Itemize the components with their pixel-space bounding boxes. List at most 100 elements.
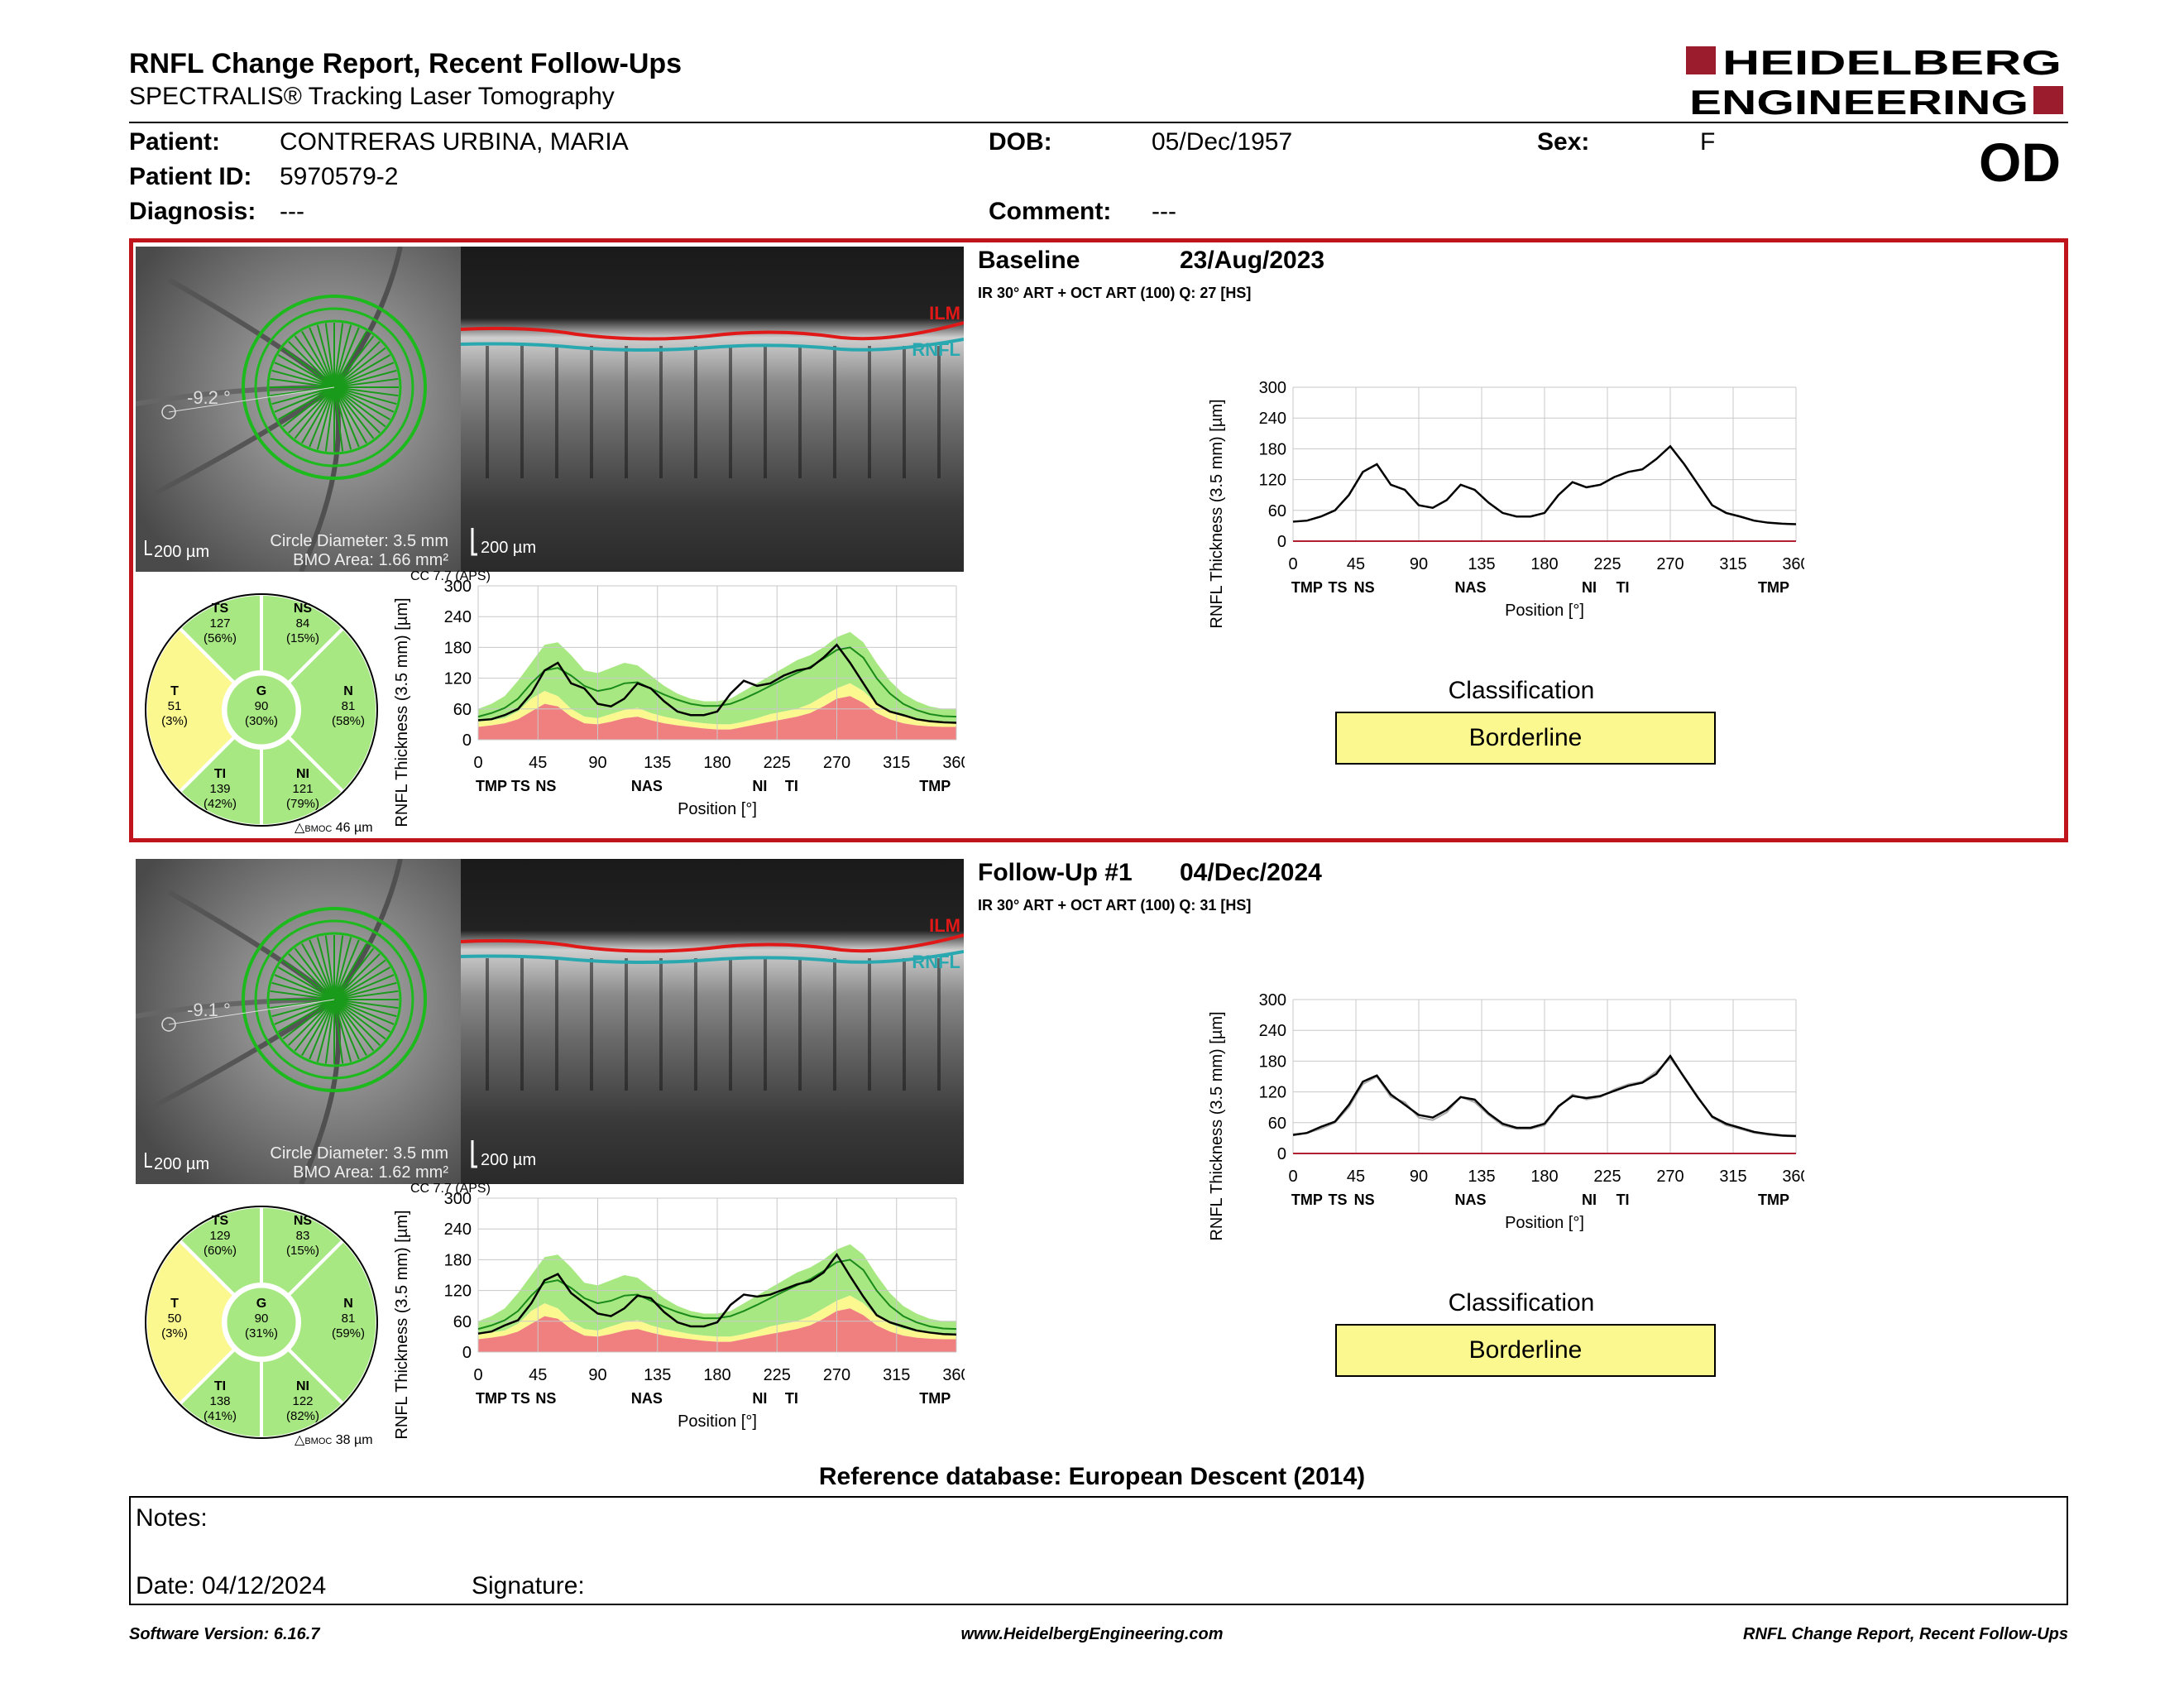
patient-name: CONTRERAS URBINA, MARIA bbox=[280, 128, 629, 156]
y-tick-label: 240 bbox=[444, 608, 472, 626]
sex-label: Sex: bbox=[1537, 128, 1590, 156]
region-label: TMP bbox=[476, 1390, 507, 1407]
bmoc-value: △BMOC 38 µm bbox=[295, 1431, 373, 1448]
y-axis-title: RNFL Thickness (3.5 mm) [µm] bbox=[1208, 399, 1226, 628]
circle-diameter: Circle Diameter: 3.5 mm bbox=[270, 532, 448, 550]
sector-label-ns: NS bbox=[294, 1214, 313, 1228]
y-tick-label: 240 bbox=[1259, 410, 1286, 428]
y-tick-label: 240 bbox=[1259, 1022, 1286, 1040]
sector-value-ni: 122 bbox=[292, 1394, 313, 1408]
region-label: TMP bbox=[1291, 1192, 1323, 1208]
x-tick-label: 180 bbox=[703, 1366, 730, 1384]
x-tick-label: 360 bbox=[942, 1366, 965, 1384]
rnfl-series-line bbox=[1292, 1054, 1797, 1138]
x-tick-label: 270 bbox=[823, 754, 850, 772]
ilm-label: ILM bbox=[929, 303, 960, 324]
x-tick-label: 315 bbox=[883, 1366, 910, 1384]
sector-pct-ti: (42%) bbox=[204, 797, 237, 811]
signature-label: Signature: bbox=[472, 1572, 585, 1599]
dob-label: DOB: bbox=[989, 128, 1052, 156]
fovea-angle: -9.2 ° bbox=[187, 387, 231, 408]
notes-box[interactable] bbox=[129, 1496, 2068, 1605]
y-tick-label: 300 bbox=[1259, 379, 1286, 397]
y-tick-label: 300 bbox=[444, 578, 472, 596]
sector-label-ns: NS bbox=[294, 602, 313, 616]
classification-title: Classification bbox=[1448, 677, 1595, 704]
bmoc-label: BMOC bbox=[304, 1436, 333, 1446]
scan-info: IR 30° ART + OCT ART (100) Q: 27 [HS] bbox=[978, 285, 1252, 301]
tsnit-chart: 0 45 90 135 180 225 270 315 360 0 60 120 180 240 300 TM… bbox=[393, 1190, 965, 1440]
x-tick-label: 90 bbox=[1410, 555, 1428, 573]
sex-value: F bbox=[1700, 128, 1716, 156]
logo-line2: ENGINEERING bbox=[1689, 83, 2028, 119]
followup-panel: -9.1 ° 200 µm Circle Diameter: 3.5 mm BMO A… bbox=[129, 851, 2068, 1455]
sector-pct-t: (3%) bbox=[161, 714, 188, 728]
diagnosis-label: Diagnosis: bbox=[129, 198, 256, 225]
y-tick-label: 0 bbox=[1277, 1145, 1286, 1163]
circle-diameter: Circle Diameter: 3.5 mm bbox=[270, 1144, 448, 1163]
logo-line1: HEIDELBERG bbox=[1722, 45, 2062, 82]
x-tick-label: 135 bbox=[1468, 555, 1495, 573]
mean-line bbox=[477, 1259, 957, 1331]
x-axis-title: Position [°] bbox=[678, 1412, 757, 1431]
x-tick-label: 0 bbox=[473, 754, 482, 772]
oct-scale: 200 µm bbox=[481, 1151, 536, 1169]
x-tick-label: 135 bbox=[1468, 1168, 1495, 1186]
mean-line bbox=[477, 646, 957, 718]
bmoc-value: △BMOC 46 µm bbox=[295, 819, 373, 836]
region-label: TMP bbox=[919, 1390, 951, 1407]
x-tick-label: 180 bbox=[1530, 555, 1558, 573]
delta-icon: △ bbox=[295, 821, 305, 835]
x-tick-label: 315 bbox=[1719, 1168, 1746, 1186]
exam-label: Baseline bbox=[978, 247, 1080, 274]
sector-g bbox=[224, 1285, 299, 1360]
x-tick-label: 45 bbox=[529, 1366, 547, 1384]
region-label: TMP bbox=[919, 778, 951, 794]
sector-pct-ns: (15%) bbox=[286, 631, 319, 645]
sector-pct-ni: (82%) bbox=[286, 1409, 319, 1423]
region-label: NAS bbox=[631, 778, 663, 794]
y-tick-label: 180 bbox=[444, 1251, 472, 1269]
y-tick-label: 60 bbox=[453, 701, 472, 719]
sector-pct-n: (59%) bbox=[332, 1326, 365, 1340]
y-tick-label: 300 bbox=[1259, 991, 1286, 1009]
exam-date: 23/Aug/2023 bbox=[1180, 247, 1325, 274]
y-tick-label: 180 bbox=[1259, 1053, 1286, 1071]
region-label: NI bbox=[752, 1390, 767, 1407]
tsnit-chart: 0 45 90 135 180 225 270 315 360 0 60 120 180 240 300 TM… bbox=[393, 578, 965, 827]
rnfl-profile-chart: 0 45 90 135 180 225 270 315 360 0 60 120 180 240 300 TM… bbox=[1208, 991, 1804, 1241]
classification-result: Borderline bbox=[1335, 712, 1716, 765]
region-label: NS bbox=[535, 1390, 556, 1407]
x-tick-label: 270 bbox=[1656, 555, 1684, 573]
rnfl-label: RNFL bbox=[912, 952, 960, 972]
x-tick-label: 180 bbox=[703, 754, 730, 772]
sector-label-ts: TS bbox=[212, 602, 229, 616]
x-tick-label: 360 bbox=[942, 754, 965, 772]
sector-label-t: T bbox=[170, 684, 179, 698]
footer-report-name: RNFL Change Report, Recent Follow-Ups bbox=[1743, 1625, 2068, 1643]
patient-id-value: 5970579-2 bbox=[280, 163, 399, 190]
y-axis-title: RNFL Thickness (3.5 mm) [µm] bbox=[1208, 1011, 1226, 1240]
patient-id-label: Patient ID: bbox=[129, 163, 252, 190]
software-version: Software Version: 6.16.7 bbox=[129, 1625, 320, 1643]
x-tick-label: 270 bbox=[1656, 1168, 1684, 1186]
x-tick-label: 315 bbox=[1719, 555, 1746, 573]
region-label: TS bbox=[1329, 579, 1348, 596]
bmoc-number: 46 µm bbox=[335, 821, 373, 835]
fundus-scale: 200 µm bbox=[154, 1155, 209, 1173]
region-label: TI bbox=[1616, 1192, 1630, 1208]
oct-scale: 200 µm bbox=[481, 539, 536, 557]
report-title: RNFL Change Report, Recent Follow-Ups bbox=[129, 48, 682, 79]
y-tick-label: 180 bbox=[444, 639, 472, 657]
comment-value: --- bbox=[1152, 198, 1176, 225]
sector-pct-t: (3%) bbox=[161, 1326, 188, 1340]
rnfl-series-line bbox=[477, 1252, 957, 1336]
sector-g bbox=[224, 673, 299, 747]
sector-value-ti: 139 bbox=[209, 782, 230, 796]
region-label: TMP bbox=[1758, 579, 1789, 596]
region-label: NI bbox=[1582, 579, 1597, 596]
region-label: TI bbox=[785, 1390, 798, 1407]
